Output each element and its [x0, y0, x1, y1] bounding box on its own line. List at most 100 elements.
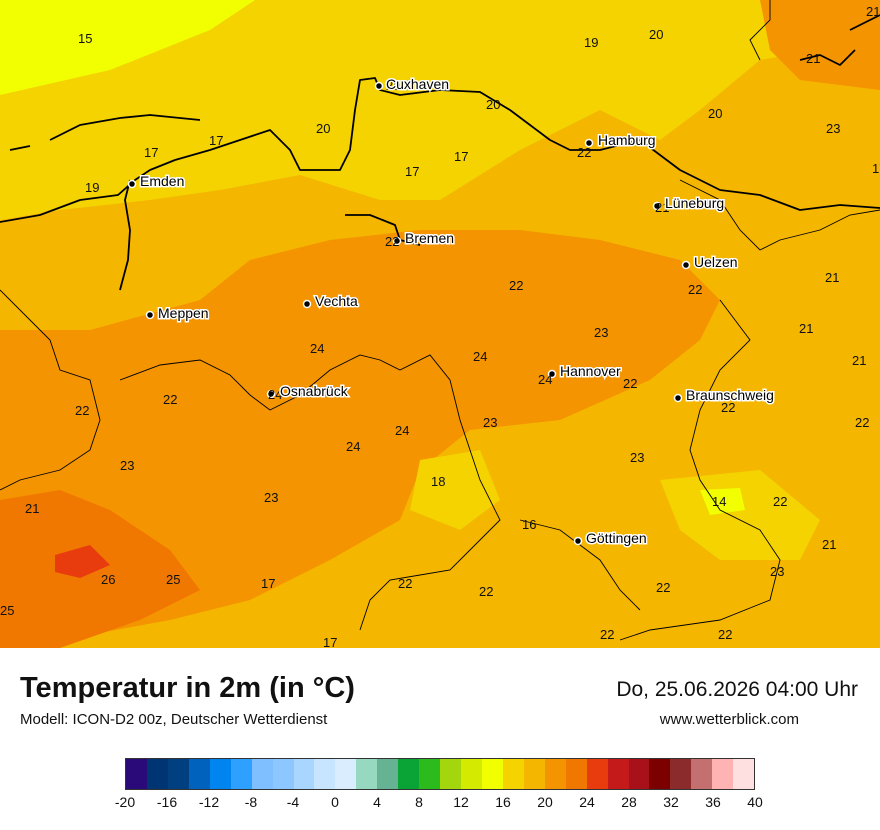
city-hannover: 24 Hannover	[538, 362, 623, 388]
city-dot	[547, 369, 557, 379]
legend-tick-label: 20	[537, 794, 553, 810]
border-elbe	[679, 179, 880, 251]
legend-color-cell	[733, 759, 755, 789]
legend-tick-label: 32	[663, 794, 679, 810]
legend-tick-label: -12	[198, 794, 220, 810]
value-label: 23	[264, 490, 278, 505]
legend-color-cell	[419, 759, 441, 789]
legend-color-cell	[146, 759, 168, 789]
value-label: 24	[310, 341, 324, 356]
city-bremen: 22 Bremen	[385, 229, 456, 250]
border-northeast	[749, 0, 771, 61]
border-west	[0, 289, 101, 491]
value-label: 21	[806, 51, 820, 66]
weser-river	[345, 214, 421, 246]
value-label: 19	[85, 180, 99, 195]
map-canvas: 15 19 20 21 21 23 20 20 17 17 17 17 20 1…	[0, 0, 880, 648]
legend-color-cell	[649, 759, 671, 789]
value-label: 23	[483, 415, 497, 430]
city-name: Cuxhaven	[386, 76, 449, 92]
legend-color-cell	[335, 759, 357, 789]
city-name: Hamburg	[598, 132, 656, 148]
value-label: 25	[0, 603, 14, 618]
legend-color-cell	[398, 759, 420, 789]
city-value: 20	[386, 78, 400, 93]
legend-color-cell	[461, 759, 482, 789]
legend-color-cell	[628, 759, 650, 789]
value-label: 18	[431, 474, 445, 489]
city-dot	[145, 310, 155, 320]
legend-color-cell	[126, 759, 147, 789]
value-label: 22	[163, 392, 177, 407]
legend-tick-label: -20	[114, 794, 136, 810]
city-dot	[266, 389, 276, 399]
city-meppen: Meppen	[145, 304, 210, 323]
value-label: 24	[346, 439, 360, 454]
temperature-map: 15 19 20 21 21 23 20 20 17 17 17 17 20 1…	[0, 0, 880, 648]
value-label: 22	[398, 576, 412, 591]
value-label: 21	[25, 501, 39, 516]
legend-color-cell	[586, 759, 608, 789]
legend-color-cell	[607, 759, 629, 789]
value-label: 17	[454, 149, 468, 164]
value-label: 20	[316, 121, 330, 136]
temperature-field-18-east	[660, 470, 820, 560]
model-info: Modell: ICON-D2 00z, Deutscher Wetterdie…	[20, 711, 328, 728]
city-cuxhaven: 20 Cuxhaven	[374, 75, 451, 94]
city-dot	[573, 536, 583, 546]
value-label: 22	[718, 627, 732, 642]
value-label: 22	[75, 403, 89, 418]
value-label: 17	[261, 576, 275, 591]
legend-color-cell	[712, 759, 734, 789]
value-label: 17	[323, 635, 337, 648]
city-name: Vechta	[315, 293, 358, 309]
color-legend	[125, 758, 755, 790]
value-label: 17	[405, 164, 419, 179]
legend-tick-label: 12	[453, 794, 469, 810]
legend-ticks: -20 -16 -12 -8 -4 0 4 8 12 16 20 24 28 32 36 40	[115, 794, 763, 814]
value-label: 15	[78, 31, 92, 46]
value-label: 19	[584, 35, 598, 50]
legend-tick-label: 40	[747, 794, 763, 810]
city-emden: Emden	[127, 172, 186, 191]
website-link: www.wetterblick.com	[659, 711, 799, 728]
city-dot	[127, 179, 137, 189]
value-label: 24	[473, 349, 487, 364]
value-label: 16	[522, 517, 536, 532]
value-label: 22	[688, 282, 702, 297]
city-name: Meppen	[158, 305, 209, 321]
legend-color-cell	[356, 759, 378, 789]
value-label: 22	[479, 584, 493, 599]
value-label: 20	[708, 106, 722, 121]
city-dot	[374, 81, 384, 91]
temperature-field-22	[0, 230, 720, 648]
legend-color-cell	[209, 759, 231, 789]
legend-tick-label: -4	[286, 794, 300, 810]
city-uelzen: Uelzen	[681, 253, 739, 272]
footer: Temperatur in 2m (in °C) Modell: ICON-D2…	[0, 648, 880, 830]
city-name: Bremen	[405, 230, 454, 246]
city-value: 22	[385, 234, 399, 249]
city-dot	[584, 138, 594, 148]
value-label: 23	[826, 121, 840, 136]
legend-color-cell	[670, 759, 692, 789]
value-label: 22	[509, 278, 523, 293]
value-label: 21	[822, 537, 836, 552]
legend-tick-label: -16	[156, 794, 178, 810]
value-label: 17	[144, 145, 158, 160]
legend-color-cell	[314, 759, 336, 789]
legend-tick-label: 4	[373, 794, 381, 810]
legend-color-cell	[272, 759, 294, 789]
border-south	[119, 354, 501, 631]
value-label: 25	[166, 572, 180, 587]
value-label: 22	[855, 415, 869, 430]
ems-estuary	[119, 179, 131, 291]
temperature-field-26	[55, 545, 110, 578]
value-label: 23	[594, 325, 608, 340]
value-label: 20	[649, 27, 663, 42]
city-osnabrueck: 24 Osnabrück	[266, 382, 350, 402]
city-name: Hannover	[560, 363, 621, 379]
value-label: 21	[852, 353, 866, 368]
legend-color-cell	[481, 759, 503, 789]
city-name: Lüneburg	[665, 195, 724, 211]
